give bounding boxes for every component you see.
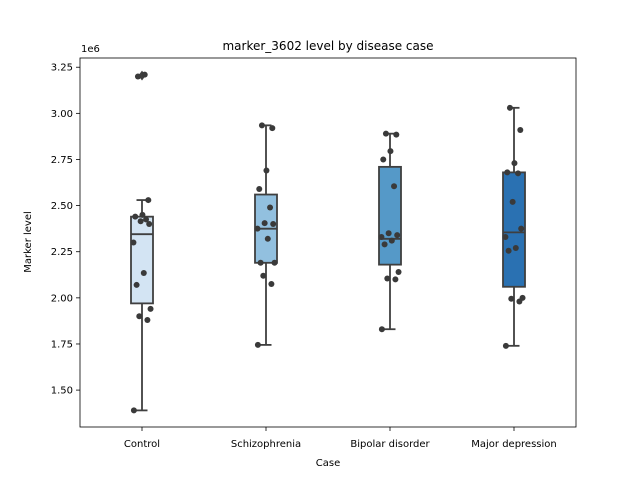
y-tick-label: 2.75 — [51, 155, 73, 166]
x-tick-label: Schizophrenia — [231, 439, 301, 450]
y-tick-label: 1.50 — [51, 386, 73, 397]
plot-frame — [79, 57, 577, 428]
y-axis-label: Marker level — [23, 211, 34, 273]
data-point — [504, 169, 511, 176]
data-point — [385, 230, 392, 237]
data-point — [145, 197, 152, 204]
data-point — [393, 131, 400, 138]
data-point — [378, 326, 385, 333]
data-point — [502, 342, 509, 349]
data-point — [139, 211, 146, 218]
box-group-bipolar-disorder — [378, 130, 402, 333]
data-point — [505, 247, 512, 254]
data-point — [134, 73, 141, 80]
data-point — [515, 170, 522, 177]
data-point — [269, 125, 276, 132]
data-point — [384, 275, 391, 282]
data-point — [261, 220, 268, 227]
box-group-schizophrenia — [254, 122, 278, 348]
data-point — [388, 237, 395, 244]
data-point — [519, 294, 526, 301]
data-point — [133, 281, 140, 288]
data-point — [136, 313, 143, 320]
data-point — [378, 233, 385, 240]
data-point — [512, 245, 519, 252]
data-point — [517, 126, 524, 133]
box — [378, 165, 402, 266]
data-point — [270, 221, 277, 228]
x-tick-label: Bipolar disorder — [350, 439, 430, 450]
data-point — [144, 316, 151, 323]
data-point — [502, 233, 509, 240]
box — [502, 171, 526, 288]
data-point — [268, 281, 275, 288]
data-point — [146, 221, 153, 228]
data-point — [518, 225, 525, 232]
data-point — [137, 218, 144, 225]
data-point — [509, 198, 516, 205]
data-point — [380, 156, 387, 163]
data-point — [147, 305, 154, 312]
data-point — [130, 407, 137, 414]
y-tick-label: 3.25 — [51, 63, 73, 74]
box — [130, 215, 154, 305]
data-point — [130, 239, 137, 246]
y-tick-label: 1.75 — [51, 339, 73, 350]
data-point — [256, 185, 263, 192]
data-point — [141, 71, 148, 78]
data-point — [132, 213, 139, 220]
data-point — [387, 148, 394, 155]
box-group-major-depression — [502, 104, 526, 349]
data-point — [140, 269, 147, 276]
data-point — [506, 104, 513, 111]
data-point — [258, 122, 265, 129]
data-point — [511, 160, 518, 167]
x-axis-label: Case — [316, 458, 340, 469]
data-point — [395, 269, 402, 276]
data-point — [381, 241, 388, 248]
plot-area — [130, 70, 526, 414]
x-axis: Control Schizophrenia Bipolar disorder Majo… — [124, 427, 557, 450]
data-point — [263, 167, 270, 174]
y-tick-label: 2.25 — [51, 247, 73, 258]
data-point — [143, 216, 150, 223]
data-point — [254, 341, 261, 348]
data-point — [508, 295, 515, 302]
data-point — [260, 272, 267, 279]
data-point — [254, 225, 261, 232]
data-point — [392, 276, 399, 283]
x-tick-label: Major depression — [471, 439, 557, 450]
data-point — [264, 235, 271, 242]
box-group-control — [130, 70, 154, 414]
chart-title: marker_3602 level by disease case — [222, 39, 433, 53]
data-point — [394, 232, 401, 239]
data-point — [382, 130, 389, 137]
data-point — [267, 204, 274, 211]
data-point — [271, 259, 278, 266]
data-point — [391, 183, 398, 190]
y-axis: 1.50 1.75 2.00 2.25 2.50 2.75 3.00 3.25 — [51, 63, 80, 397]
y-tick-label: 2.50 — [51, 201, 73, 212]
y-tick-label: 2.00 — [51, 293, 73, 304]
y-offset-label: 1e6 — [81, 44, 100, 55]
x-tick-label: Control — [124, 439, 160, 450]
y-tick-label: 3.00 — [51, 109, 73, 120]
data-point — [257, 259, 264, 266]
